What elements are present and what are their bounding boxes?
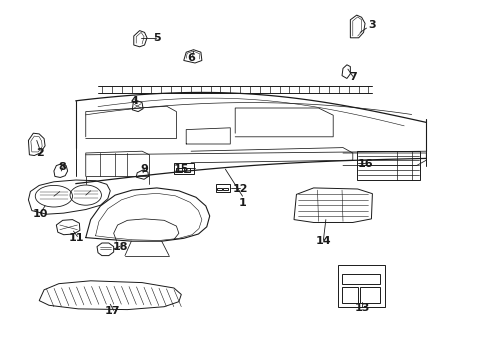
Bar (357, 151, 420, 180)
Text: 9: 9 (141, 164, 148, 174)
Bar (342, 274, 380, 284)
Text: 11: 11 (68, 233, 84, 243)
Text: 5: 5 (153, 33, 161, 43)
Text: 16: 16 (357, 159, 373, 169)
Text: 14: 14 (316, 236, 331, 246)
Bar (342, 287, 358, 303)
Bar (360, 287, 380, 303)
Text: 15: 15 (173, 164, 189, 174)
Text: 3: 3 (368, 20, 376, 30)
Text: 13: 13 (355, 303, 370, 313)
Text: 17: 17 (105, 306, 121, 316)
Text: 8: 8 (59, 162, 67, 172)
Text: 1: 1 (239, 198, 246, 208)
Bar (184, 168, 190, 172)
Text: 6: 6 (187, 53, 195, 63)
Text: 10: 10 (32, 209, 48, 219)
Bar (176, 168, 182, 172)
Bar (338, 265, 385, 307)
Text: 4: 4 (131, 96, 139, 106)
Bar (174, 163, 194, 174)
Bar (216, 184, 230, 192)
Text: 7: 7 (349, 72, 357, 82)
Bar (223, 188, 228, 190)
Text: 2: 2 (36, 148, 44, 158)
Text: 18: 18 (112, 242, 128, 252)
Bar (217, 188, 222, 190)
Text: 12: 12 (232, 184, 248, 194)
